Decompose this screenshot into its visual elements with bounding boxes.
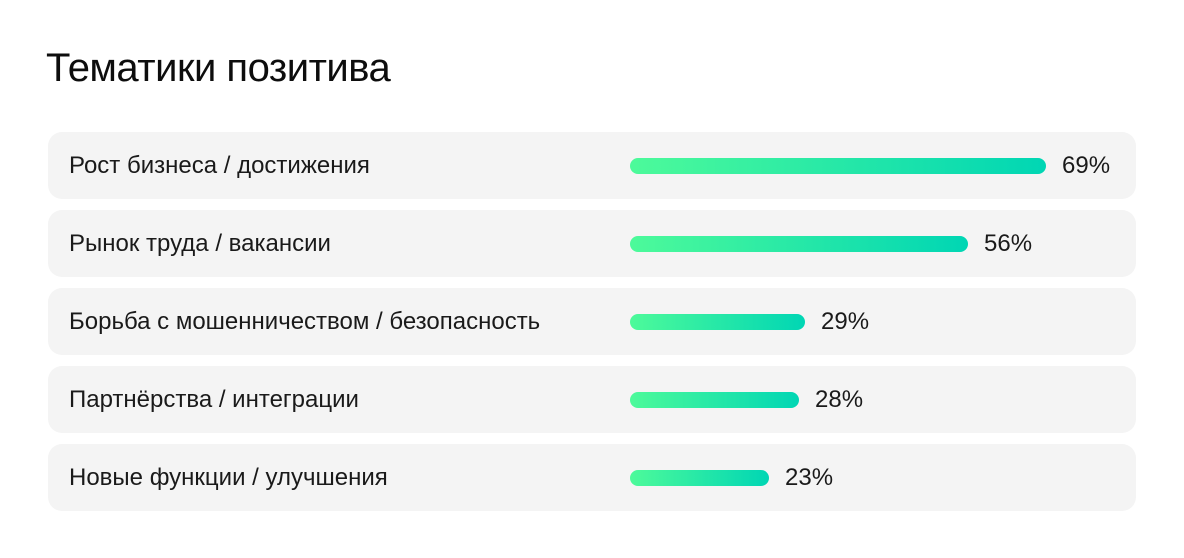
bar	[630, 158, 1046, 174]
chart-row: Рынок труда / вакансии 56%	[48, 210, 1136, 277]
chart-row: Рост бизнеса / достижения 69%	[48, 132, 1136, 199]
value-label: 29%	[821, 308, 870, 335]
chart-row: Борьба с мошенничеством / безопасность 2…	[48, 288, 1136, 355]
chart-row: Новые функции / улучшения 23%	[48, 444, 1136, 511]
category-label: Партнёрства / интеграции	[69, 386, 359, 413]
category-label: Рост бизнеса / достижения	[69, 152, 370, 179]
value-label: 23%	[785, 464, 834, 491]
bar	[630, 314, 805, 330]
category-label: Новые функции / улучшения	[69, 464, 388, 491]
chart-title: Тематики позитива	[46, 46, 391, 90]
value-label: 69%	[1062, 152, 1111, 179]
value-label: 56%	[984, 230, 1033, 257]
chart-row: Партнёрства / интеграции 28%	[48, 366, 1136, 433]
value-label: 28%	[815, 386, 864, 413]
category-label: Борьба с мошенничеством / безопасность	[69, 308, 541, 335]
bar	[630, 392, 799, 408]
category-label: Рынок труда / вакансии	[69, 230, 331, 257]
chart-rows: Рост бизнеса / достижения 69% Рынок труд…	[48, 132, 1136, 511]
bar	[630, 470, 769, 486]
bar	[630, 236, 968, 252]
